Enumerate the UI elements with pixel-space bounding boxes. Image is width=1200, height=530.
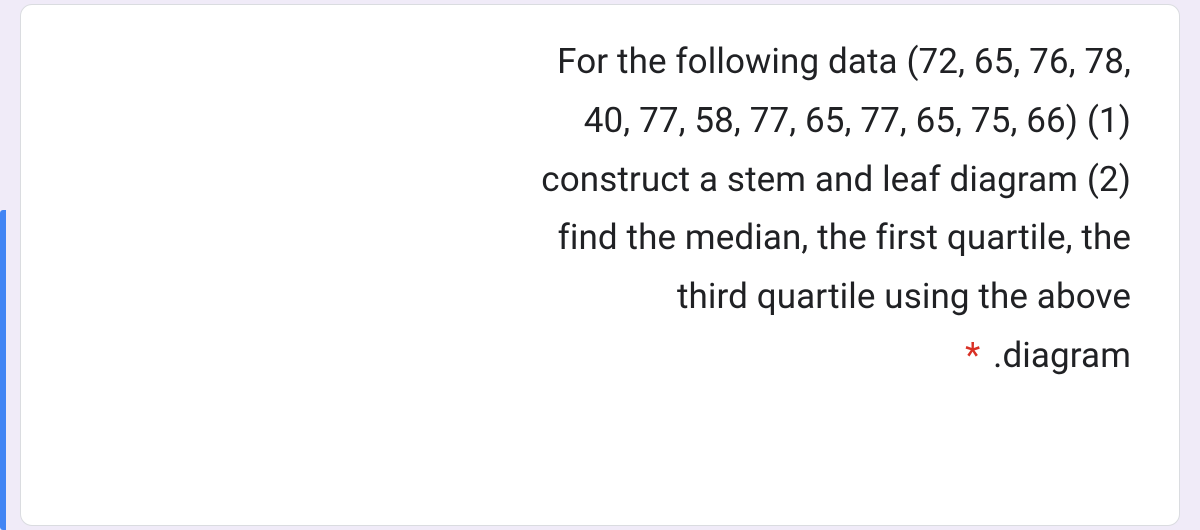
active-question-indicator	[0, 210, 6, 530]
question-body: For the following data (72, 65, 76, 78, …	[69, 33, 1131, 386]
question-line: find the median, the first quartile, the	[69, 209, 1131, 268]
question-line: For the following data (72, 65, 76, 78,	[69, 33, 1131, 92]
question-line: 40, 77, 58, 77, 65, 77, 65, 75, 66) (1)	[69, 92, 1131, 151]
question-line: construct a stem and leaf diagram (2)	[69, 151, 1131, 210]
question-card: For the following data (72, 65, 76, 78, …	[20, 4, 1180, 526]
question-line: third quartile using the above	[69, 268, 1131, 327]
question-last-line-text: .diagram	[984, 335, 1131, 376]
required-asterisk: *	[965, 335, 980, 376]
question-last-line: * .diagram	[69, 327, 1131, 386]
form-left-gutter	[0, 0, 12, 530]
